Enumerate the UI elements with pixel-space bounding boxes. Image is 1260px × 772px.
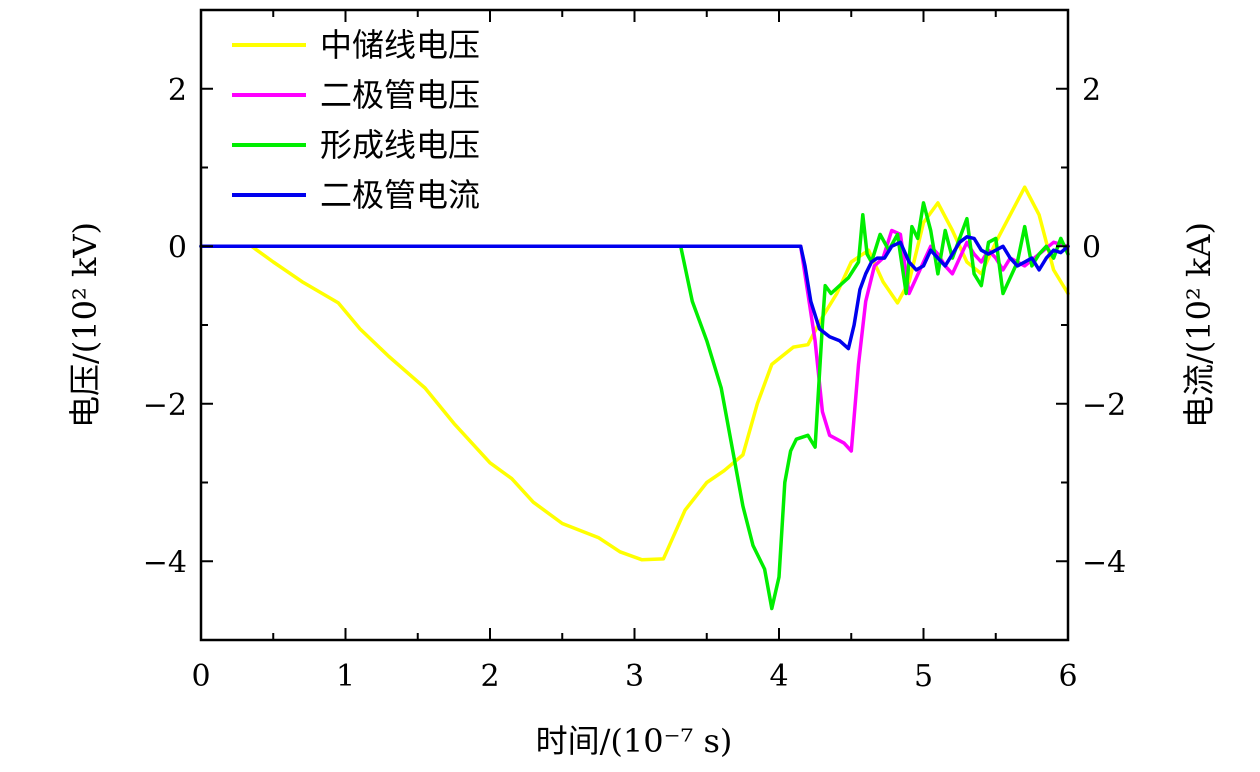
- x-tick-label: 6: [1058, 659, 1077, 694]
- y2-tick-label: 0: [1082, 230, 1101, 265]
- legend-label-3: 形成线电压: [320, 126, 480, 164]
- y2-tick-label: 2: [1082, 73, 1101, 108]
- y-axis-title: 电压/(10² kV): [66, 222, 104, 428]
- legend-label-4: 二极管电流: [320, 176, 480, 214]
- x-axis-title: 时间/(10⁻⁷ s): [536, 722, 733, 760]
- x-tick-label: 0: [191, 659, 210, 694]
- y2-tick-label: −2: [1082, 388, 1126, 423]
- x-tick-label: 2: [480, 659, 499, 694]
- y-tick-label: 2: [168, 73, 187, 108]
- y-tick-label: 0: [168, 230, 187, 265]
- x-tick-label: 1: [336, 659, 355, 694]
- x-tick-label: 5: [914, 659, 933, 694]
- series-layer: [199, 185, 1070, 611]
- y-tick-label: −4: [143, 545, 187, 580]
- y-tick-label: −2: [143, 388, 187, 423]
- tick-labels-layer: 0 1 2 3 4 5 6 2 0 −2 −4 2 0 −2 −4: [143, 73, 1126, 694]
- y2-tick-label: −4: [1082, 545, 1126, 580]
- series-line-1: [199, 185, 1070, 562]
- x-tick-label: 3: [625, 659, 644, 694]
- y2-axis-title: 电流/(10² kA): [1180, 222, 1218, 428]
- x-tick-label: 4: [769, 659, 788, 694]
- series-line-4: [199, 235, 1070, 351]
- ticks-layer: [200, 9, 1069, 641]
- series-line-3: [199, 201, 1070, 611]
- legend-label-1: 中储线电压: [320, 26, 480, 64]
- legend-label-2: 二极管电压: [320, 76, 480, 114]
